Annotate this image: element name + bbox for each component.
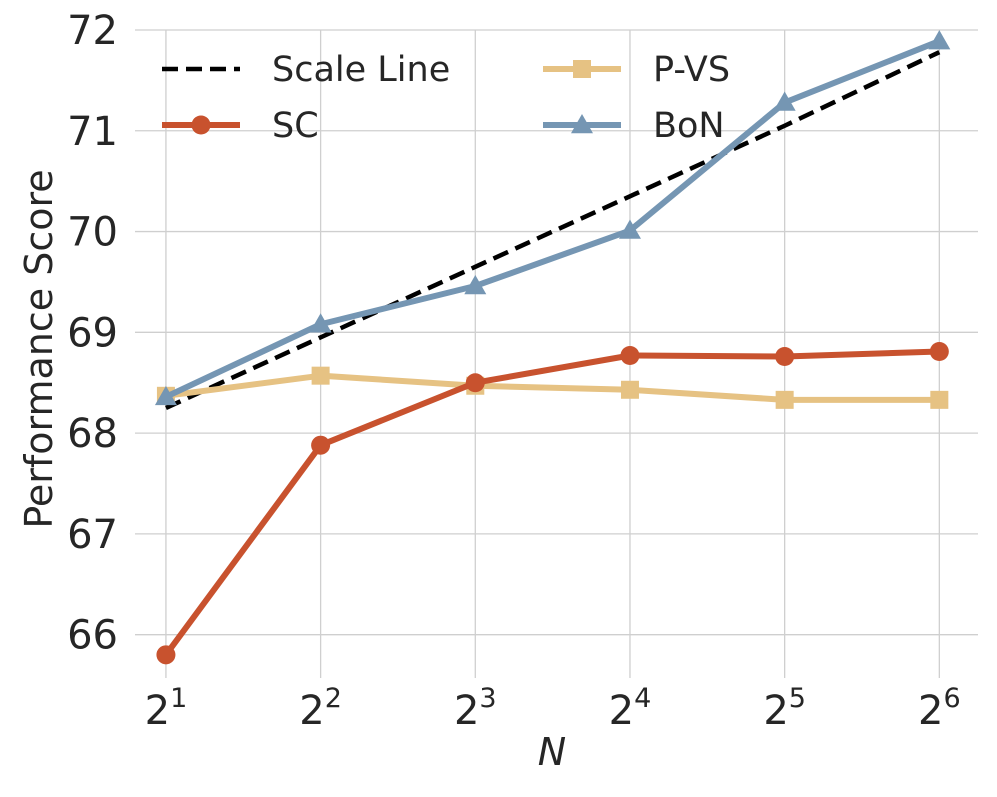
y-axis-label: Performance Score	[17, 169, 61, 528]
data-point-bon	[154, 385, 177, 406]
y-axis-ticks: 66 67 68 69 70 71 72	[67, 8, 118, 659]
y-tick-label: 66	[67, 613, 118, 659]
series-line-bon	[162, 38, 943, 400]
series-line-p-vs	[162, 372, 943, 403]
data-point-sc	[929, 341, 949, 361]
legend-label-scale-line: Scale Line	[272, 50, 450, 90]
x-tick-label: 21	[145, 683, 188, 734]
x-tick-label: 25	[763, 683, 806, 734]
x-tick-label: 24	[609, 683, 652, 734]
data-point-sc	[620, 346, 640, 366]
y-tick-label: 72	[67, 8, 118, 54]
legend-label-sc: SC	[272, 106, 319, 146]
x-axis-label: N	[538, 730, 566, 774]
data-point-p-vs	[775, 390, 794, 409]
legend-marker-sc	[191, 115, 211, 135]
data-point-sc	[156, 645, 176, 665]
y-tick-label: 69	[67, 310, 118, 356]
legend-label-bon: BoN	[653, 106, 725, 146]
data-point-sc	[311, 435, 331, 455]
data-point-bon	[928, 30, 951, 50]
data-point-p-vs	[930, 390, 949, 409]
series-bon	[154, 30, 951, 406]
data-point-sc	[775, 347, 795, 367]
x-tick-label: 26	[918, 683, 961, 734]
x-tick-label: 22	[299, 683, 342, 734]
legend-item-sc: SC	[162, 106, 319, 146]
y-tick-label: 68	[67, 411, 118, 457]
legend-item-bon: BoN	[543, 106, 725, 146]
legend-item-scale-line: Scale Line	[162, 50, 450, 90]
data-point-bon	[773, 91, 796, 111]
legend-item-p-vs: P-VS	[543, 50, 730, 90]
series-p-vs	[156, 366, 949, 409]
y-tick-label: 71	[67, 109, 118, 155]
data-point-p-vs	[620, 380, 639, 399]
x-tick-label: 23	[454, 683, 497, 734]
legend: Scale Line P-VS SC BoN	[162, 50, 730, 146]
legend-marker-bon	[571, 114, 593, 134]
series-line-sc	[162, 348, 943, 658]
series-line-scale-line	[165, 50, 941, 410]
x-axis-ticks: 21 22 23 24 25 26	[145, 683, 961, 734]
y-tick-label: 67	[67, 512, 118, 558]
data-point-bon	[464, 274, 487, 295]
legend-marker-p-vs	[573, 60, 591, 78]
data-point-p-vs	[311, 366, 330, 385]
series-layer	[154, 30, 951, 665]
series-scale-line	[165, 50, 941, 410]
legend-label-p-vs: P-VS	[653, 50, 730, 90]
series-sc	[156, 341, 949, 665]
data-point-sc	[465, 373, 485, 393]
data-point-bon	[309, 313, 332, 333]
data-point-bon	[618, 219, 641, 239]
y-tick-label: 70	[67, 210, 118, 256]
